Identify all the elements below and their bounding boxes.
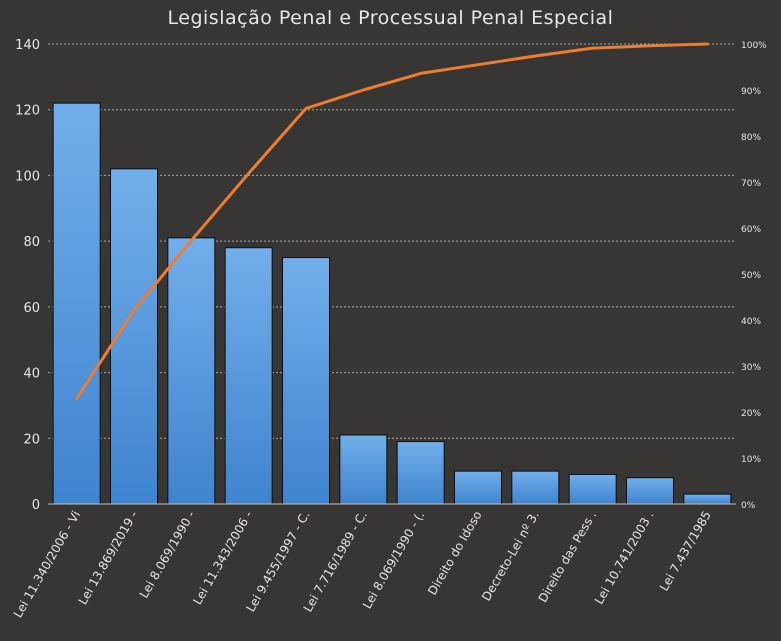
chart-title: Legislação Penal e Processual Penal Espe… — [167, 7, 614, 29]
bar — [568, 473, 617, 505]
bar — [167, 237, 216, 505]
y-tick-label: 80 — [23, 235, 40, 250]
bar — [511, 470, 560, 505]
y2-tick-label: 20% — [741, 409, 761, 419]
x-category-label: Lei 7.716/1989 - C. — [301, 509, 370, 615]
x-category-label: Direito das Pess . — [536, 509, 600, 605]
y-tick-label: 0 — [32, 498, 40, 513]
y-tick-label: 120 — [15, 104, 40, 119]
x-category-label: Direito do Idoso — [425, 509, 484, 598]
y-tick-label: 140 — [15, 38, 40, 53]
bar — [396, 441, 445, 505]
x-category-label: Decreto-Lei nº 3. — [479, 509, 542, 604]
x-category-label: Lei 7.437/1985 — [657, 509, 714, 594]
y2-tick-label: 100% — [741, 41, 767, 51]
x-category-label: Lei 11.340/2006 - Vi — [11, 509, 84, 621]
y-tick-label: 60 — [23, 301, 40, 316]
y2-tick-label: 50% — [741, 271, 761, 281]
y2-tick-label: 60% — [741, 225, 761, 235]
bar — [224, 247, 273, 505]
y-tick-label: 40 — [23, 367, 40, 382]
y2-tick-label: 10% — [741, 455, 761, 465]
x-category-label: Lei 13.869/2019 - — [76, 509, 141, 608]
x-category-label: Lei 8.069/1990 - (. — [360, 508, 427, 611]
cumulative-percent-line — [75, 42, 709, 401]
y2-tick-label: 90% — [741, 87, 761, 97]
bar — [52, 102, 101, 505]
y2-tick-label: 30% — [741, 363, 761, 373]
bar — [625, 477, 675, 505]
y2-tick-label: 70% — [741, 179, 761, 189]
y-tick-label: 20 — [23, 432, 40, 447]
x-category-label: Lei 10.741/2003 . — [592, 509, 657, 607]
y2-tick-label: 80% — [741, 133, 761, 143]
bar — [339, 434, 388, 505]
bar — [453, 470, 503, 505]
y2-tick-label: 0% — [741, 501, 756, 511]
x-category-label: Lei 11.343/2006 - — [190, 509, 255, 608]
x-category-label: Lei 8.069/1990 - — [137, 509, 198, 601]
bar — [281, 257, 331, 505]
y2-tick-label: 40% — [741, 317, 761, 327]
y-tick-label: 100 — [15, 169, 40, 184]
x-category-label: Lei 9.455/1997 - C. — [243, 509, 312, 615]
bar — [683, 493, 732, 505]
